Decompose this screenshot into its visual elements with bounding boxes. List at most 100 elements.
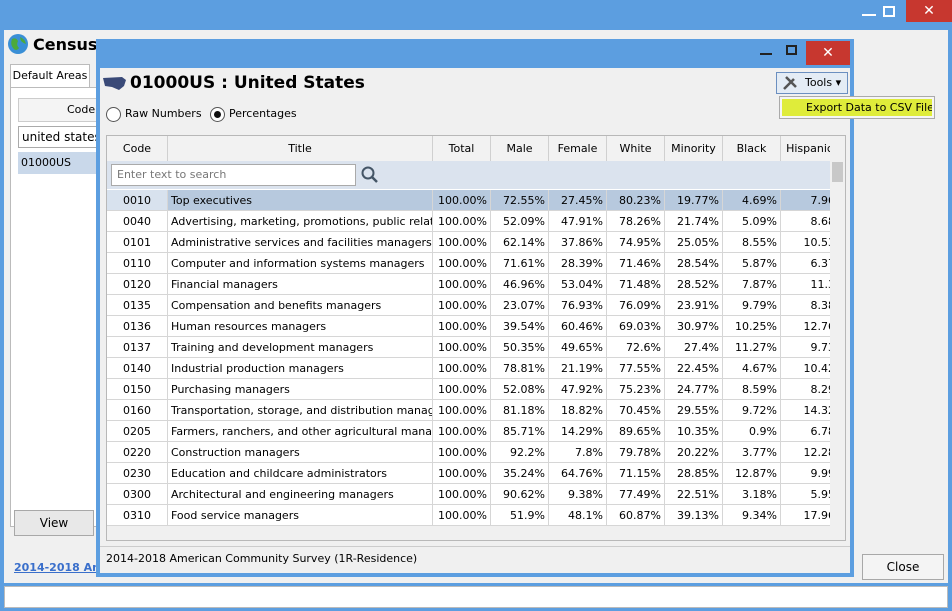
grid-cell[interactable]: 81.18% [491, 400, 549, 421]
grid-cell[interactable]: 21.19% [549, 358, 607, 379]
grid-cell[interactable]: 100.00% [433, 463, 491, 484]
grid-cell[interactable]: 9.72% [723, 400, 781, 421]
grid-cell[interactable]: 12.76 [781, 316, 830, 337]
column-header[interactable]: Title [168, 136, 433, 161]
grid-cell[interactable]: 100.00% [433, 442, 491, 463]
grid-cell[interactable]: 28.52% [665, 274, 723, 295]
radio-button[interactable] [210, 107, 225, 122]
tab[interactable]: Default Areas [10, 64, 90, 88]
grid-cell[interactable]: 29.55% [665, 400, 723, 421]
grid-cell[interactable]: 5.95 [781, 484, 830, 505]
grid-cell[interactable]: 10.35% [665, 421, 723, 442]
grid-cell[interactable]: 0205 [107, 421, 168, 442]
horizontal-scrollbar[interactable] [107, 526, 845, 540]
grid-cell[interactable]: 39.13% [665, 505, 723, 526]
grid-cell[interactable]: 6.37 [781, 253, 830, 274]
grid-cell[interactable]: 60.46% [549, 316, 607, 337]
list-item[interactable]: 01000US [18, 152, 97, 174]
grid-cell[interactable]: Transportation, storage, and distributio… [168, 400, 433, 421]
grid-cell[interactable]: 0110 [107, 253, 168, 274]
search-box[interactable]: Enter text to search [111, 164, 356, 186]
grid-cell[interactable]: 52.08% [491, 379, 549, 400]
grid-cell[interactable]: 51.9% [491, 505, 549, 526]
dialog-close[interactable]: ✕ [806, 41, 850, 65]
grid-cell[interactable]: 52.09% [491, 211, 549, 232]
grid-cell[interactable]: 6.78 [781, 421, 830, 442]
grid-cell[interactable]: 20.22% [665, 442, 723, 463]
grid-cell[interactable]: 0300 [107, 484, 168, 505]
close-window-button[interactable]: ✕ [906, 0, 952, 22]
grid-cell[interactable]: 3.18% [723, 484, 781, 505]
grid-cell[interactable]: 100.00% [433, 232, 491, 253]
grid-cell[interactable]: 5.09% [723, 211, 781, 232]
grid-cell[interactable]: 7.87% [723, 274, 781, 295]
grid-cell[interactable]: 76.09% [607, 295, 665, 316]
grid-cell[interactable]: 71.15% [607, 463, 665, 484]
grid-cell[interactable]: Industrial production managers [168, 358, 433, 379]
scroll-thumb[interactable] [832, 162, 843, 182]
grid-cell[interactable]: 0140 [107, 358, 168, 379]
grid-cell[interactable]: 80.23% [607, 190, 665, 211]
grid-cell[interactable]: Food service managers [168, 505, 433, 526]
maximize-button[interactable] [883, 6, 895, 17]
grid-cell[interactable]: 22.45% [665, 358, 723, 379]
grid-cell[interactable]: Training and development managers [168, 337, 433, 358]
grid-cell[interactable]: Advertising, marketing, promotions, publ… [168, 211, 433, 232]
grid-cell[interactable]: 100.00% [433, 400, 491, 421]
grid-cell[interactable]: 23.91% [665, 295, 723, 316]
grid-cell[interactable]: 0.9% [723, 421, 781, 442]
grid-cell[interactable]: 10.25% [723, 316, 781, 337]
grid-cell[interactable]: 0010 [107, 190, 168, 211]
survey-link[interactable]: 2014-2018 Ame [14, 561, 112, 574]
grid-cell[interactable]: 39.54% [491, 316, 549, 337]
grid-cell[interactable]: 11.3 [781, 274, 830, 295]
grid-cell[interactable]: 28.85% [665, 463, 723, 484]
grid-cell[interactable]: 9.79% [723, 295, 781, 316]
grid-cell[interactable]: 30.97% [665, 316, 723, 337]
grid-cell[interactable]: 100.00% [433, 379, 491, 400]
grid-cell[interactable]: 7.96 [781, 190, 830, 211]
grid-cell[interactable]: 23.07% [491, 295, 549, 316]
grid-cell[interactable]: 14.29% [549, 421, 607, 442]
grid-cell[interactable]: 12.28 [781, 442, 830, 463]
grid-cell[interactable]: 28.39% [549, 253, 607, 274]
grid-cell[interactable]: 48.1% [549, 505, 607, 526]
grid-cell[interactable]: 47.91% [549, 211, 607, 232]
grid-cell[interactable]: 69.03% [607, 316, 665, 337]
grid-cell[interactable]: Education and childcare administrators [168, 463, 433, 484]
grid-cell[interactable]: 12.87% [723, 463, 781, 484]
grid-cell[interactable]: 28.54% [665, 253, 723, 274]
close-button[interactable]: Close [862, 554, 944, 580]
grid-cell[interactable]: 8.38 [781, 295, 830, 316]
grid-cell[interactable]: 0101 [107, 232, 168, 253]
grid-cell[interactable]: 100.00% [433, 295, 491, 316]
grid-cell[interactable]: Construction managers [168, 442, 433, 463]
grid-cell[interactable]: 9.99 [781, 463, 830, 484]
grid-cell[interactable]: 49.65% [549, 337, 607, 358]
grid-cell[interactable]: 14.32 [781, 400, 830, 421]
column-header[interactable]: Male [491, 136, 549, 161]
grid-cell[interactable]: 4.67% [723, 358, 781, 379]
grid-cell[interactable]: 0040 [107, 211, 168, 232]
grid-cell[interactable]: 100.00% [433, 190, 491, 211]
grid-cell[interactable]: 53.04% [549, 274, 607, 295]
grid-cell[interactable]: 75.23% [607, 379, 665, 400]
grid-cell[interactable]: 0310 [107, 505, 168, 526]
grid-cell[interactable]: 78.26% [607, 211, 665, 232]
column-header[interactable]: Code [107, 136, 168, 161]
grid-cell[interactable]: 0137 [107, 337, 168, 358]
grid-cell[interactable]: 18.82% [549, 400, 607, 421]
column-header[interactable]: White [607, 136, 665, 161]
column-header[interactable]: Minority [665, 136, 723, 161]
grid-cell[interactable]: 8.55% [723, 232, 781, 253]
list-header[interactable]: Code [18, 98, 97, 122]
grid-cell[interactable]: 11.27% [723, 337, 781, 358]
grid-cell[interactable]: 35.24% [491, 463, 549, 484]
grid-cell[interactable]: 0160 [107, 400, 168, 421]
grid-cell[interactable]: 100.00% [433, 316, 491, 337]
grid-cell[interactable]: Purchasing managers [168, 379, 433, 400]
tools-button[interactable]: Tools ▾ [776, 72, 848, 94]
grid-cell[interactable]: 0230 [107, 463, 168, 484]
grid-cell[interactable]: 77.49% [607, 484, 665, 505]
grid-cell[interactable]: 22.51% [665, 484, 723, 505]
